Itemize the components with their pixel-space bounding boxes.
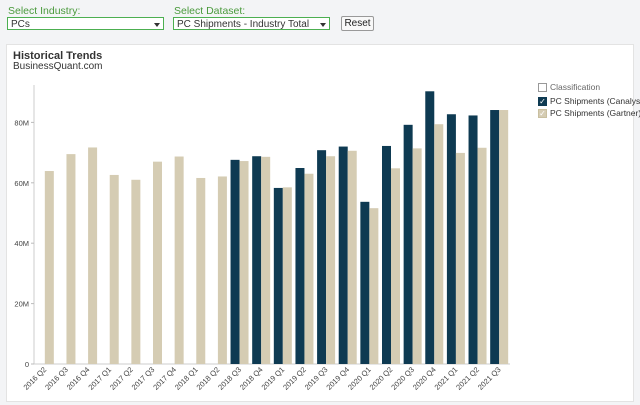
bar-gartner: [44, 171, 54, 364]
chart-title: Historical Trends: [13, 50, 103, 62]
chevron-down-icon: [320, 23, 326, 27]
bar-gartner: [88, 147, 98, 364]
bar-canalys: [425, 91, 435, 364]
bar-gartner: [347, 150, 357, 364]
x-tick-label: 2021 Q3: [476, 365, 503, 392]
bar-gartner: [131, 179, 141, 364]
bar-canalys: [382, 145, 391, 364]
reset-button[interactable]: Reset: [341, 16, 374, 31]
y-tick-label: 60M: [14, 179, 29, 188]
legend-item-canalys[interactable]: ✓ PC Shipments (Canalys): [538, 96, 640, 108]
industry-select-value: PCs: [11, 19, 30, 30]
bar-gartner: [66, 154, 76, 364]
bar-canalys: [252, 156, 262, 364]
bar-canalys: [338, 146, 348, 364]
bar-gartner: [282, 187, 292, 364]
bar-gartner: [369, 208, 379, 364]
check-icon: ✓: [538, 109, 547, 118]
chart-panel: Historical Trends BusinessQuant.com 0 20M…: [6, 44, 640, 402]
bar-canalys: [490, 110, 500, 364]
dataset-select[interactable]: PC Shipments - Industry Total: [173, 17, 330, 30]
bar-gartner: [412, 148, 422, 364]
industry-label: Select Industry:: [8, 5, 81, 17]
y-tick-label: 20M: [14, 300, 29, 309]
bar-canalys: [230, 159, 240, 364]
bar-gartner: [196, 177, 206, 364]
bar-gartner: [326, 156, 336, 364]
bar-gartner: [239, 161, 249, 364]
bar-canalys: [468, 115, 478, 364]
bar-canalys: [446, 114, 456, 364]
chart-subtitle: BusinessQuant.com: [13, 61, 103, 72]
bar-gartner: [434, 124, 444, 364]
y-tick-label: 0: [25, 360, 29, 369]
bar-gartner: [304, 173, 314, 364]
chevron-down-icon: [154, 23, 160, 27]
legend-title: Classification: [550, 82, 601, 92]
legend-item-gartner[interactable]: ✓ PC Shipments (Gartner): [538, 108, 640, 120]
dataset-label: Select Dataset:: [174, 5, 246, 17]
bar-canalys: [403, 124, 413, 364]
legend-label: PC Shipments (Canalys): [550, 96, 640, 106]
bar-gartner: [391, 168, 400, 364]
bar-gartner: [174, 156, 184, 364]
bar-gartner: [109, 174, 119, 364]
filter-bar: Select Industry: PCs Select Dataset: PC …: [0, 0, 640, 42]
bar-canalys: [360, 201, 370, 364]
check-icon: ✓: [538, 97, 547, 106]
bar-gartner: [455, 152, 465, 364]
y-tick-label: 80M: [14, 118, 29, 127]
bar-canalys: [295, 168, 305, 364]
bar-gartner: [477, 147, 487, 364]
bar-canalys: [317, 150, 327, 364]
bar-gartner: [153, 161, 162, 364]
legend-title-row[interactable]: Classification: [538, 82, 640, 94]
bar-gartner: [217, 176, 227, 364]
bar-canalys: [273, 187, 283, 364]
legend-label: PC Shipments (Gartner): [550, 108, 640, 118]
checkbox-icon: [538, 83, 547, 92]
y-tick-label: 40M: [14, 239, 29, 248]
bar-gartner: [499, 110, 509, 364]
dataset-select-value: PC Shipments - Industry Total: [177, 19, 310, 30]
bar-gartner: [261, 156, 271, 364]
industry-select[interactable]: PCs: [7, 17, 164, 30]
